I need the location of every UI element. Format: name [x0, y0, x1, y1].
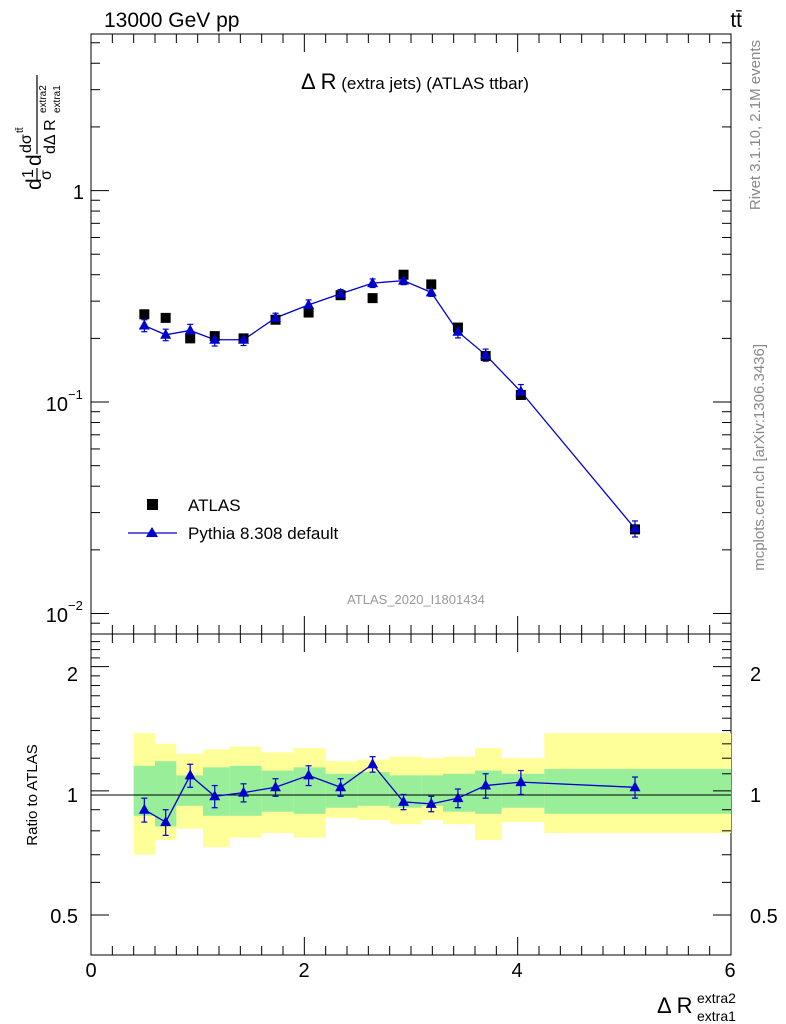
inner-uncertainty-band	[203, 767, 230, 816]
ratio-tick-label-0p5-left: 0.5	[50, 906, 78, 928]
ratio-data-point	[303, 769, 315, 780]
inner-uncertainty-band	[421, 775, 443, 806]
pythia-data-point	[480, 348, 492, 359]
ratio-data-point	[209, 790, 221, 801]
atlas-data-point	[367, 293, 378, 304]
lower-axis-ticks	[91, 641, 731, 916]
y-tick-label-1: 1	[73, 182, 84, 204]
analysis-id: ATLAS_2020_I1801434	[347, 592, 485, 607]
pythia-data-point	[238, 333, 250, 344]
x-axis-ticks	[90, 34, 732, 955]
x-label-sup: extra2	[697, 990, 736, 1006]
ratio-tick-label-1-right: 1	[750, 785, 761, 807]
ratio-data-point	[138, 803, 150, 814]
pythia-data-point	[184, 324, 196, 335]
pythia-data-point	[209, 333, 221, 344]
upper-y-label-sup: extra2	[38, 85, 49, 113]
ratio-data-point	[480, 779, 492, 790]
ratio-tick-label-2-left: 2	[67, 664, 78, 686]
pythia-data-point	[367, 277, 379, 288]
pythia-data-point	[629, 522, 641, 533]
atlas-data-point	[139, 309, 150, 320]
x-label-sub: extra1	[697, 1008, 736, 1024]
ratio-data-point	[515, 776, 527, 787]
legend-atlas-marker	[147, 499, 158, 510]
ratio-data-point	[160, 816, 172, 827]
upper-y-label-prefix: d	[23, 178, 46, 190]
legend-pythia-marker	[146, 527, 158, 537]
inner-uncertainty-band	[501, 773, 545, 808]
pythia-data-point	[425, 286, 437, 297]
upper-y-label-one: 1	[20, 169, 37, 178]
inner-uncertainty-band	[475, 770, 502, 814]
ratio-data-point	[238, 786, 250, 797]
upper-y-label-d: d	[23, 154, 46, 166]
inner-uncertainty-band	[155, 761, 177, 827]
ratio-tick-label-1-left: 1	[67, 785, 78, 807]
inner-uncertainty-band	[544, 768, 731, 814]
x-tick-label-6: 6	[724, 960, 735, 982]
inner-uncertainty-band	[357, 772, 390, 806]
plot-title-suffix: (extra jets) (ATLAS ttbar)	[337, 74, 529, 93]
ratio-data-point	[425, 797, 437, 808]
atlas-data-point	[185, 333, 196, 344]
energy-label: 13000 GeV pp	[104, 9, 239, 32]
pythia-data-point	[335, 287, 347, 298]
pythia-data-point	[270, 311, 282, 322]
rivet-version-label: Rivet 3.1.10, 2.1M events	[747, 40, 764, 210]
ratio-data-point	[452, 792, 464, 803]
x-tick-label-0: 0	[85, 960, 96, 982]
atlas-data-point	[426, 279, 437, 290]
ratio-y-axis-label: Ratio to ATLAS	[24, 744, 41, 845]
y-tick-label-0p01: 10	[46, 605, 68, 627]
ratio-data-point	[335, 781, 347, 792]
upper-y-label-ttbar-sup: tt̄	[14, 127, 26, 133]
x-tick-label-2: 2	[298, 960, 309, 982]
legend-atlas-label: ATLAS	[188, 496, 241, 515]
ratio-tick-label-2-right: 2	[750, 664, 761, 686]
ratio-tick-label-0p5-right: 0.5	[750, 906, 778, 928]
atlas-data-point	[160, 312, 171, 323]
x-axis-label: Δ R extra2 extra1	[657, 990, 736, 1024]
y-tick-exponent-m1: −1	[68, 387, 83, 402]
pythia-data-point	[303, 298, 315, 309]
pythia-data-point	[515, 385, 527, 396]
ratio-data-point	[629, 781, 641, 792]
y-tick-exponent-m2: −2	[68, 598, 83, 613]
upper-y-label-sigma: σ	[38, 170, 55, 180]
pythia-data-point	[160, 328, 172, 339]
upper-y-label-denominator: dΔ R	[42, 119, 59, 154]
uncertainty-bands	[133, 733, 731, 855]
ratio-data-point	[367, 758, 379, 769]
pythia-series-line	[144, 279, 636, 530]
legend-pythia-label: Pythia 8.308 default	[188, 524, 339, 543]
ratio-data-point	[184, 769, 196, 780]
pythia-data-point	[398, 274, 410, 285]
pythia-data-point	[138, 319, 150, 330]
y-tick-label-0p1: 10	[46, 394, 68, 416]
plot-title: Δ R (extra jets) (ATLAS ttbar)	[301, 69, 529, 94]
process-label: tt̄	[730, 9, 742, 32]
x-tick-label-4: 4	[511, 960, 522, 982]
mcplots-label: mcplots.cern.ch [arXiv:1306.3436]	[751, 344, 768, 571]
plot-title-main: Δ R	[301, 69, 336, 94]
inner-uncertainty-band	[133, 765, 155, 816]
x-label-main: Δ R	[657, 993, 692, 1018]
ratio-data-point	[270, 781, 282, 792]
atlas-data-point	[303, 307, 314, 318]
upper-y-label-sub: extra1	[52, 85, 63, 113]
ratio-data-marks	[138, 756, 641, 836]
ratio-data-point	[398, 795, 410, 806]
upper-axis-ticks	[91, 42, 731, 635]
upper-y-label-numerator: dσ	[18, 134, 35, 153]
upper-data-marks	[138, 269, 641, 538]
pythia-data-point	[452, 325, 464, 336]
